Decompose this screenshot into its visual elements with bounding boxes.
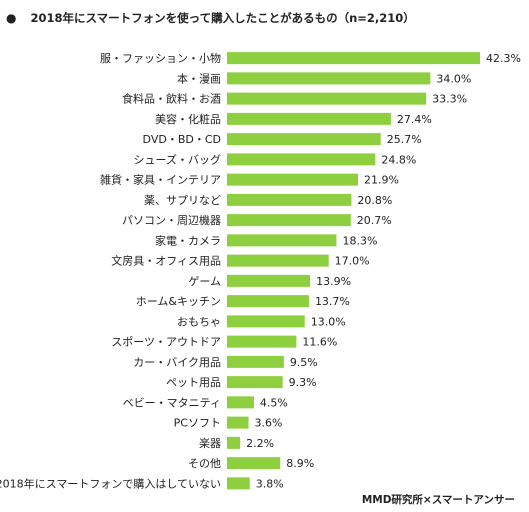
category-label: カー・バイク用品 — [133, 356, 221, 369]
category-label: 服・ファッション・小物 — [100, 51, 221, 65]
category-label: DVD・BD・CD — [143, 133, 221, 146]
bar — [227, 173, 358, 186]
category-label: 楽器 — [199, 437, 221, 450]
value-label: 20.8% — [357, 194, 392, 207]
value-label: 24.8% — [381, 153, 416, 166]
bar — [227, 153, 376, 166]
bar — [227, 396, 254, 409]
chart-title: 2018年にスマートフォンを使って購入したことがあるもの（n=2,210） — [30, 11, 415, 25]
value-label: 25.7% — [387, 133, 422, 146]
category-label: 文房具・オフィス用品 — [111, 254, 221, 268]
value-label: 2.2% — [246, 437, 274, 450]
bar — [227, 376, 283, 389]
bar — [227, 295, 309, 308]
category-label: 雑貨・家具・インテリア — [100, 173, 221, 187]
value-label: 3.8% — [256, 477, 284, 490]
category-label: 食料品・飲料・お酒 — [122, 92, 221, 106]
bar — [227, 112, 391, 125]
chart-title-row: ● 2018年にスマートフォンを使って購入したことがあるもの（n=2,210） — [6, 10, 415, 26]
category-label: おもちゃ — [177, 315, 221, 328]
bullet-icon: ● — [6, 11, 17, 25]
value-label: 18.3% — [342, 234, 377, 247]
value-label: 42.3% — [486, 52, 521, 65]
bar — [227, 315, 305, 328]
value-label: 34.0% — [436, 72, 471, 85]
value-label: 3.6% — [255, 417, 283, 430]
bar — [227, 92, 427, 105]
source-credit: MMD研究所×スマートアンサー — [361, 494, 515, 506]
value-label: 8.9% — [286, 457, 314, 470]
value-label: 20.7% — [357, 214, 392, 227]
category-label: 本・漫画 — [177, 71, 221, 85]
value-label: 4.5% — [260, 396, 288, 409]
bar — [227, 52, 480, 65]
value-label: 13.7% — [315, 295, 350, 308]
category-label: 薬、サプリなど — [144, 194, 221, 207]
bar — [227, 193, 352, 206]
bar — [227, 133, 381, 146]
value-label: 17.0% — [335, 255, 370, 268]
category-label: ベビー・マタニティ — [123, 396, 221, 409]
bar — [227, 355, 284, 368]
category-label: ホーム&キッチン — [136, 295, 221, 308]
bar — [227, 477, 250, 490]
category-label: 家電・カメラ — [155, 233, 221, 247]
value-label: 33.3% — [432, 93, 467, 106]
value-label: 11.6% — [302, 336, 337, 349]
bar — [227, 335, 297, 348]
bar — [227, 234, 337, 247]
bar — [227, 436, 241, 449]
value-label: 21.9% — [364, 174, 399, 187]
category-label: 2018年にスマートフォンで購入はしていない — [0, 476, 221, 490]
bar — [227, 457, 281, 470]
value-label: 27.4% — [397, 113, 432, 126]
value-label: 9.5% — [290, 356, 318, 369]
category-label: シューズ・バッグ — [134, 152, 221, 166]
value-label: 13.9% — [316, 275, 351, 288]
value-label: 13.0% — [311, 315, 346, 328]
category-label: PCソフト — [174, 417, 221, 430]
bar — [227, 72, 431, 85]
category-label: ペット用品 — [166, 376, 221, 389]
category-label: その他 — [188, 457, 221, 470]
bar — [227, 274, 311, 287]
bar — [227, 214, 351, 227]
value-label: 9.3% — [289, 376, 317, 389]
bar — [227, 416, 249, 429]
category-label: 美容・化粧品 — [155, 112, 221, 126]
bar — [227, 254, 329, 267]
category-label: ゲーム — [188, 275, 221, 288]
category-label: パソコン・周辺機器 — [122, 213, 221, 227]
category-label: スポーツ・アウトドア — [111, 336, 221, 349]
